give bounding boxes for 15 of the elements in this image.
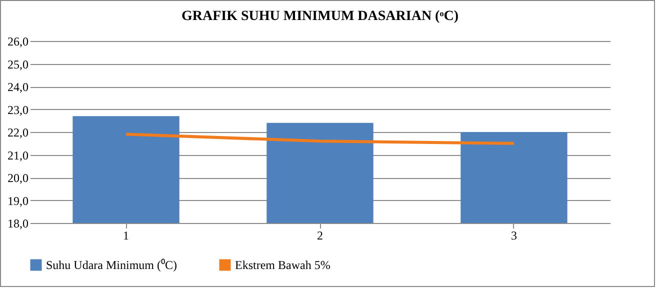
y-tick-label: 22,0	[8, 126, 28, 140]
legend-label: Suhu Udara Minimum (⁰C)	[46, 258, 177, 272]
x-tick-label: 1	[123, 228, 130, 242]
x-tick-label: 2	[317, 228, 323, 242]
y-tick-label: 25,0	[8, 57, 28, 72]
y-tick-label: 24,0	[8, 80, 28, 94]
x-tick-label: 3	[510, 228, 517, 242]
y-tick-label: 20,0	[8, 171, 28, 185]
y-tick-label: 18,0	[8, 216, 28, 230]
chart-title: GRAFIK SUHU MINIMUM DASARIAN (ᵒC)	[182, 9, 459, 24]
y-tick-label: 21,0	[8, 148, 28, 162]
y-tick-label: 19,0	[8, 194, 28, 208]
y-tick-label: 26,0	[8, 34, 28, 48]
legend-label: Ekstrem Bawah 5%	[235, 258, 330, 272]
y-tick-label: 23,0	[8, 102, 28, 117]
